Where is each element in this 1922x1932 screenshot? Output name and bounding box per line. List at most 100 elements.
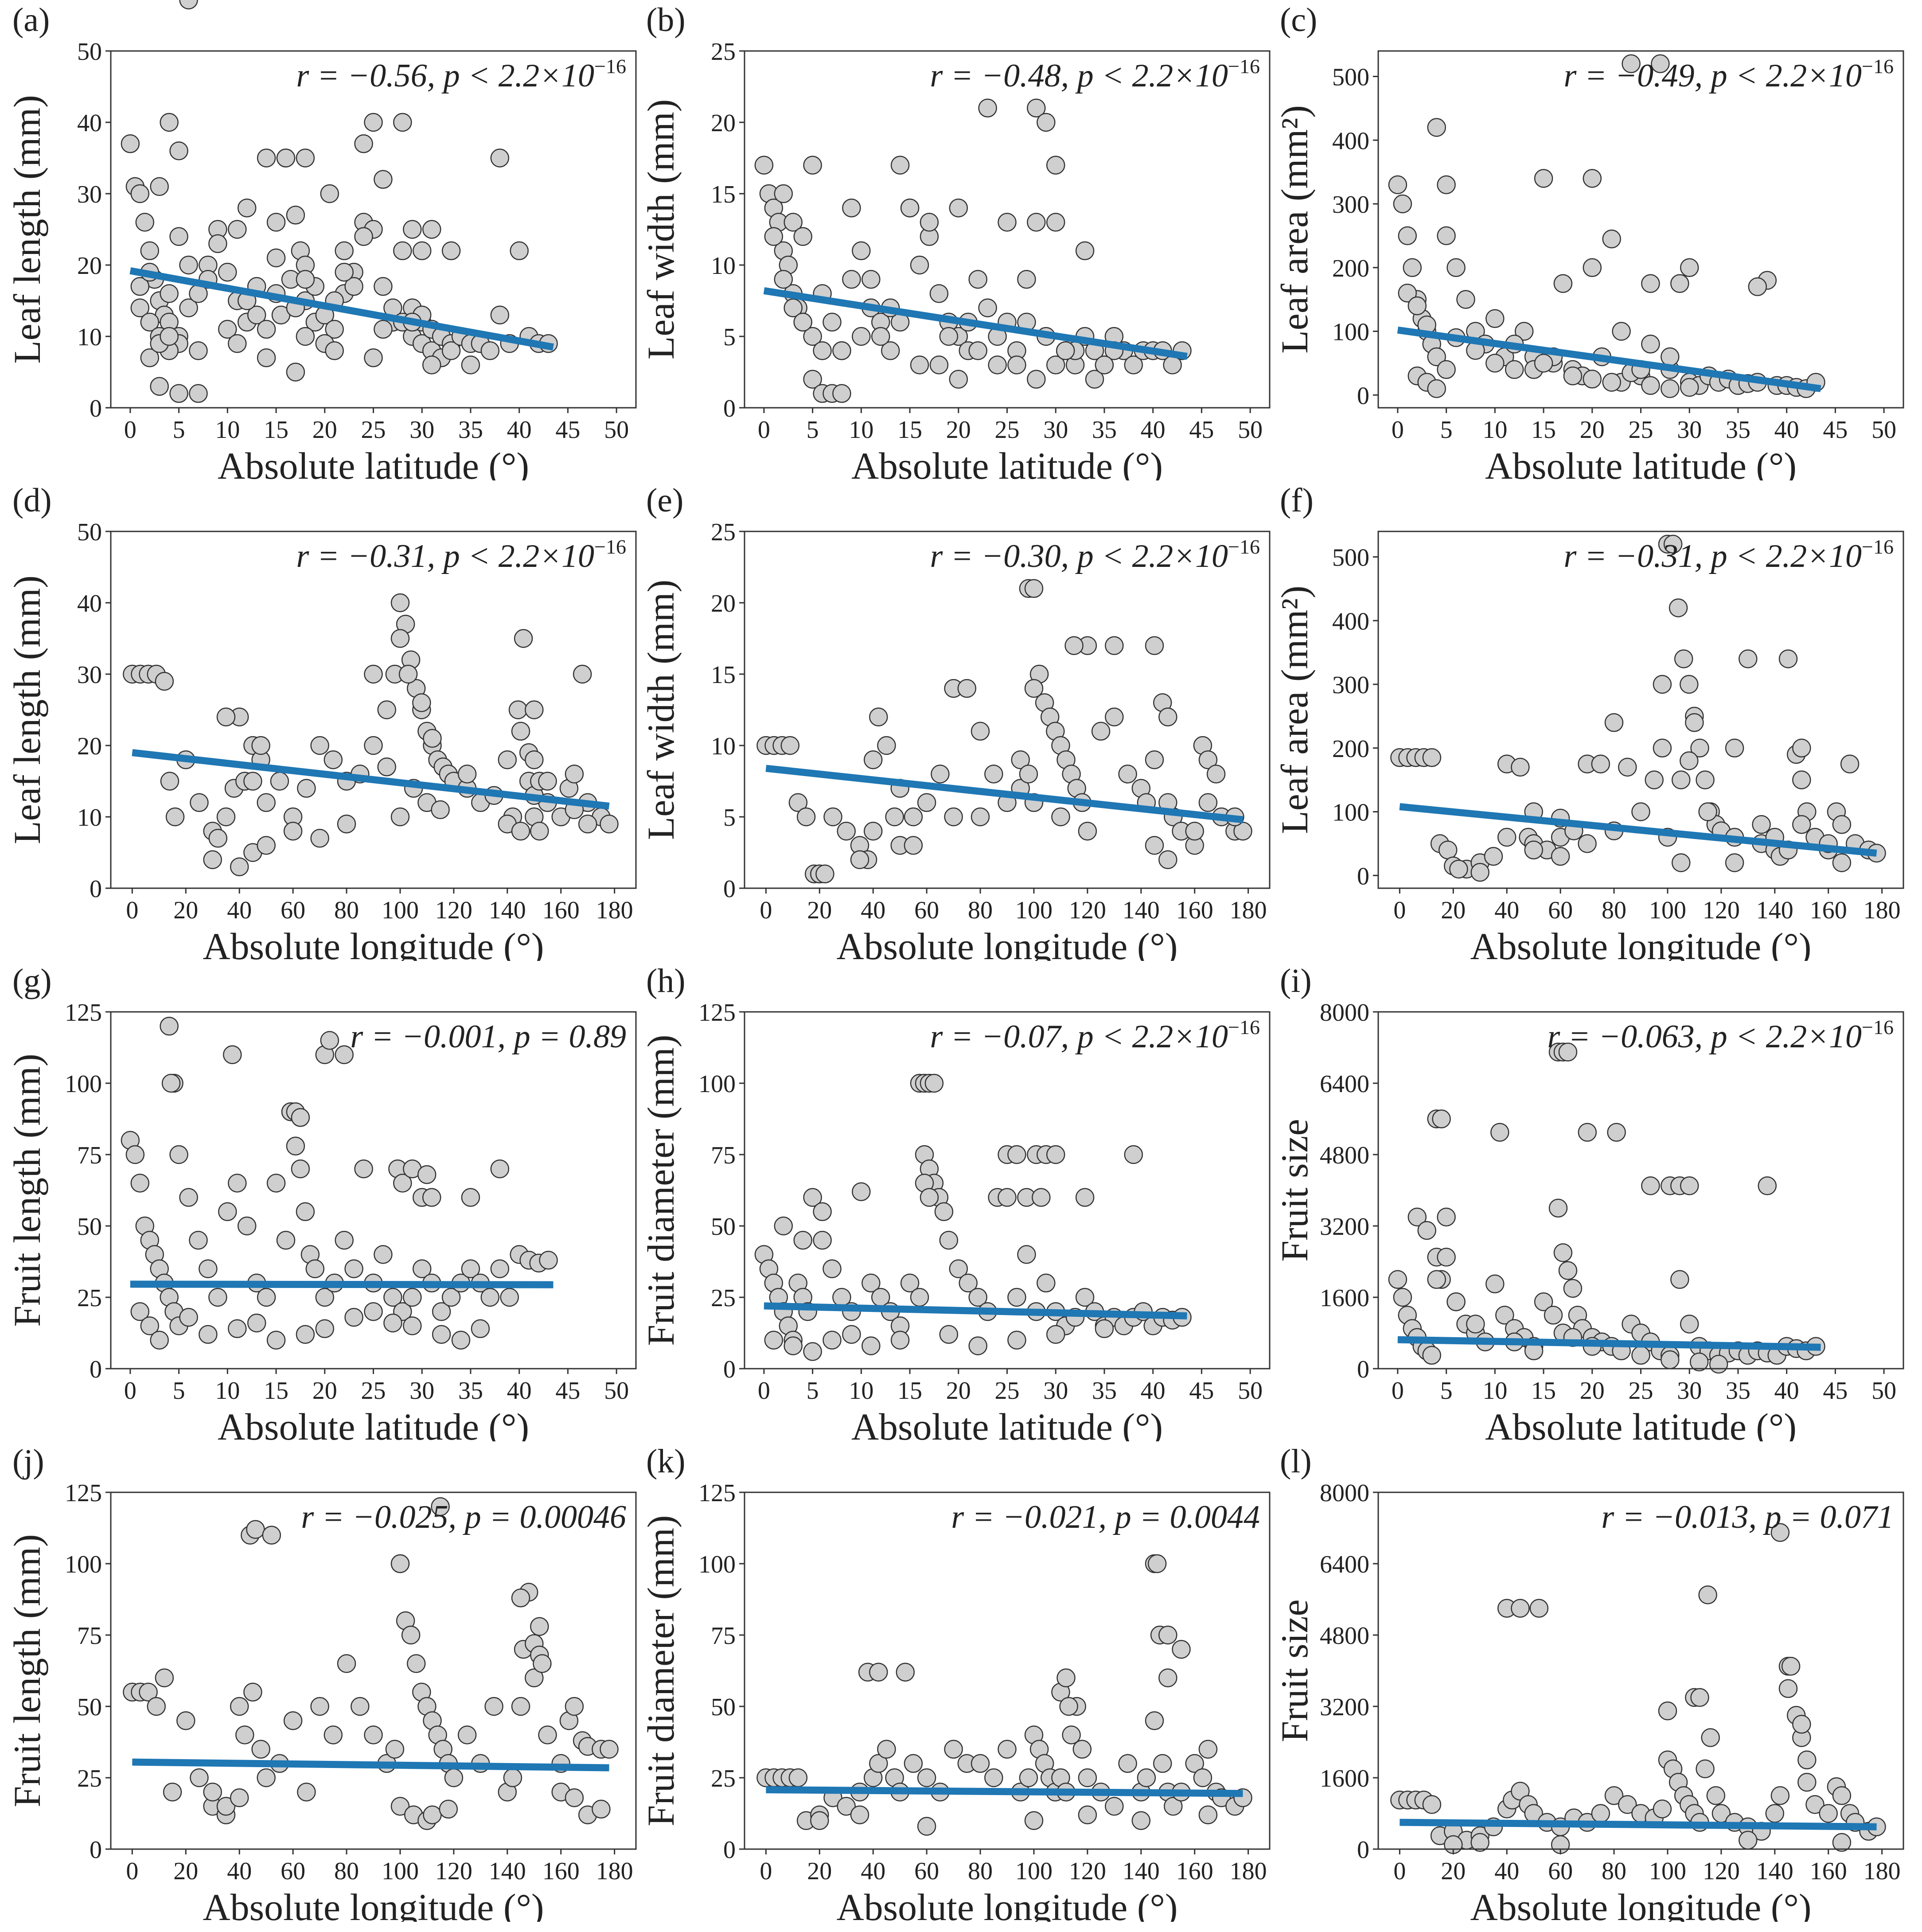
data-point — [1706, 1786, 1726, 1805]
x-tick-label: 0 — [124, 416, 136, 444]
x-tick-label: 140 — [489, 897, 526, 924]
data-point — [1653, 1799, 1672, 1819]
data-point — [1548, 1198, 1568, 1218]
data-point — [1524, 840, 1543, 860]
plot-frame — [1377, 50, 1904, 409]
y-tick-label: 15 — [711, 661, 736, 689]
correlation-r: r = −0.025, — [301, 1499, 456, 1535]
correlation-p: p = 0.89 — [506, 1019, 626, 1055]
scatter-points — [1390, 1523, 1886, 1854]
panel-letter: (k) — [646, 1443, 686, 1480]
data-point — [417, 1165, 437, 1184]
x-tick-label: 0 — [1392, 416, 1404, 444]
correlation-r: r = −0.063, — [1548, 1019, 1703, 1055]
x-tick-label: 45 — [555, 1377, 580, 1405]
y-axis-label: Leaf area (mm²) — [1276, 585, 1316, 834]
correlation-annotation: r = −0.001, p = 0.89 — [350, 1019, 626, 1055]
data-point — [374, 320, 393, 339]
y-tick-label: 6400 — [1320, 1551, 1369, 1578]
data-point — [257, 348, 276, 367]
y-tick-label: 125 — [65, 1479, 102, 1507]
data-point — [1007, 1288, 1026, 1307]
data-point — [1511, 1599, 1530, 1618]
chart-panel-0: (a) 0 5 10 15 20 25 30 35 40 45 50 0 10 20 30 40 50 Absolu… — [9, 0, 637, 480]
data-point — [924, 1073, 944, 1093]
correlation-r: r = −0.07, — [930, 1019, 1069, 1055]
data-point — [1680, 1176, 1699, 1195]
data-point — [984, 765, 1003, 784]
data-point — [1417, 1221, 1436, 1240]
data-point — [1422, 1346, 1441, 1365]
y-tick-label: 1600 — [1320, 1765, 1369, 1792]
data-point — [461, 355, 480, 375]
data-point — [1680, 258, 1699, 277]
data-point — [988, 355, 1007, 375]
data-point — [998, 1188, 1017, 1207]
data-point — [140, 348, 160, 367]
data-point — [511, 1697, 530, 1716]
x-axis-label: Absolute longitude (°) — [1470, 1886, 1811, 1922]
data-point — [230, 1697, 249, 1716]
x-tick-label: 100 — [382, 1858, 419, 1885]
y-tick-label: 125 — [698, 1479, 736, 1507]
data-point — [1670, 274, 1689, 293]
data-point — [169, 227, 188, 246]
data-point — [406, 1654, 426, 1673]
data-point — [257, 1768, 276, 1788]
data-point — [764, 227, 784, 246]
data-point — [1095, 1319, 1114, 1339]
y-tick-label: 25 — [711, 38, 736, 66]
data-point — [904, 1754, 923, 1773]
regression-line — [129, 267, 554, 351]
data-point — [525, 700, 544, 719]
data-point — [286, 363, 305, 382]
data-point — [1388, 1270, 1407, 1289]
data-point — [208, 1288, 227, 1307]
y-tick-label: 200 — [1332, 255, 1369, 282]
data-point — [1680, 378, 1699, 397]
data-point — [1725, 738, 1744, 758]
data-point — [1078, 1768, 1097, 1788]
data-point — [320, 1031, 339, 1050]
data-point — [1145, 636, 1164, 655]
x-tick-label: 80 — [1602, 897, 1626, 924]
data-point — [1124, 355, 1143, 375]
data-point — [296, 148, 315, 168]
y-tick-label: 0 — [723, 1836, 736, 1864]
data-point — [218, 262, 237, 282]
data-point — [949, 370, 968, 389]
data-point — [1470, 863, 1489, 882]
x-tick-label: 50 — [1871, 1377, 1896, 1405]
data-point — [1019, 765, 1038, 784]
data-point — [228, 1319, 247, 1339]
data-point — [780, 736, 800, 755]
data-point — [364, 1302, 383, 1321]
data-point — [508, 700, 528, 719]
regression-line — [763, 287, 1188, 360]
y-tick-label: 100 — [698, 1070, 736, 1098]
data-point — [978, 298, 997, 317]
data-point — [1544, 1306, 1563, 1325]
y-axis-label: Fruit length (mm) — [9, 1054, 48, 1327]
data-point — [251, 1740, 270, 1759]
x-tick-label: 30 — [1677, 416, 1702, 444]
data-point — [266, 248, 286, 268]
correlation-p: p < 2.2×10 — [1069, 538, 1228, 574]
data-point — [230, 1788, 249, 1807]
data-point — [1645, 770, 1664, 789]
data-point — [904, 836, 923, 855]
data-point — [140, 241, 160, 261]
data-point — [155, 671, 174, 691]
data-point — [1085, 370, 1104, 389]
x-tick-label: 20 — [312, 416, 337, 444]
y-tick-label: 5 — [723, 804, 736, 831]
data-point — [957, 679, 977, 698]
x-tick-label: 20 — [173, 897, 198, 924]
data-point — [871, 327, 890, 346]
data-point — [1185, 1754, 1204, 1773]
data-point — [1017, 1245, 1036, 1264]
data-point — [910, 255, 929, 275]
data-point — [1037, 1273, 1056, 1293]
y-tick-label: 75 — [77, 1622, 102, 1650]
data-point — [1505, 360, 1524, 379]
